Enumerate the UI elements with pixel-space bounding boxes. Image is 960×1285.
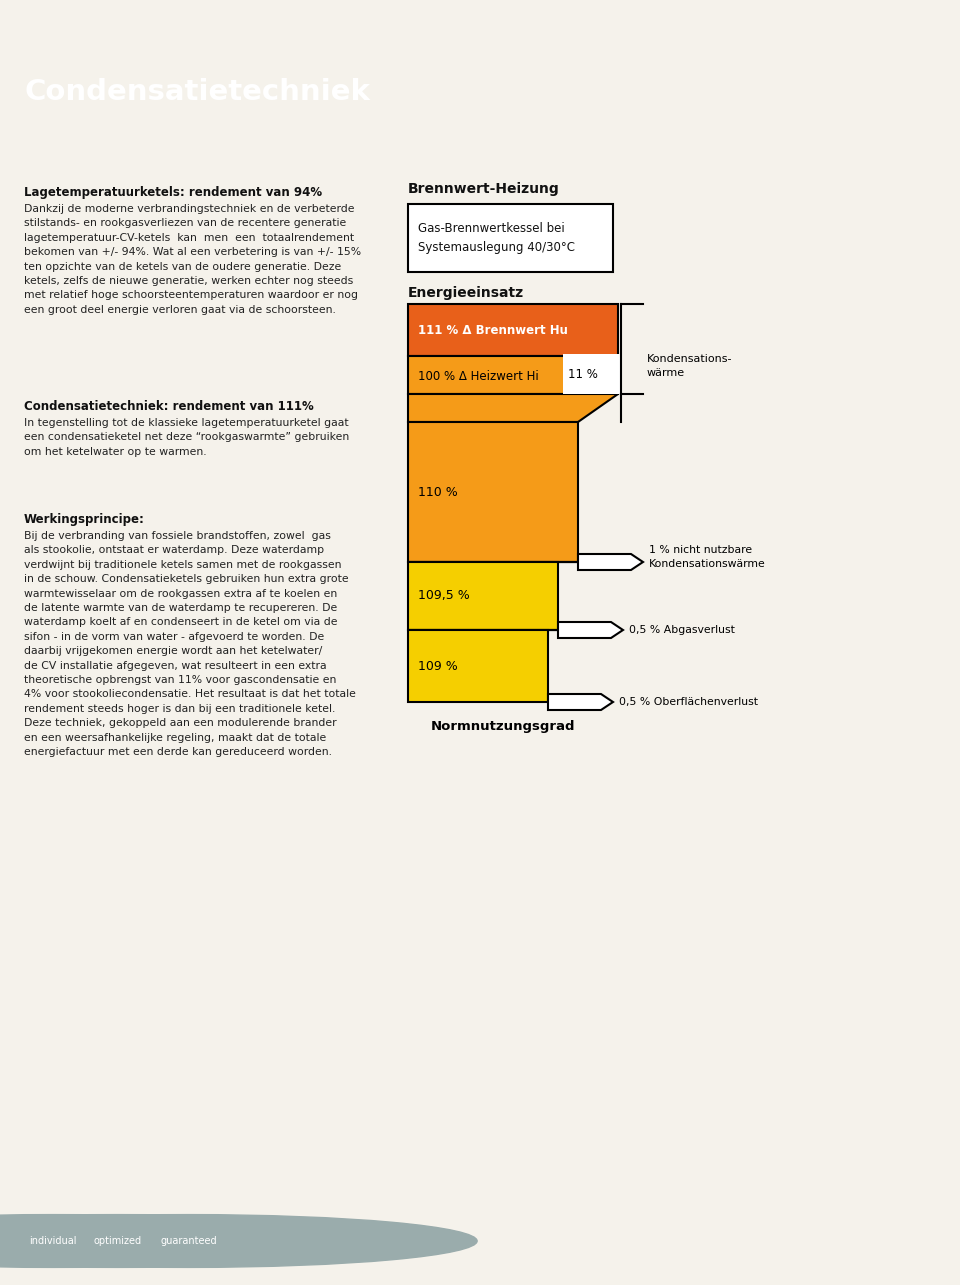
Text: guaranteed: guaranteed xyxy=(161,1236,217,1246)
Text: 1 % nicht nutzbare
Kondensationswärme: 1 % nicht nutzbare Kondensationswärme xyxy=(649,545,766,568)
Text: 111 % Δ Brennwert Hu: 111 % Δ Brennwert Hu xyxy=(418,324,568,337)
Polygon shape xyxy=(408,630,548,702)
Polygon shape xyxy=(578,554,643,571)
Circle shape xyxy=(0,1214,477,1267)
Text: Normnutzungsgrad: Normnutzungsgrad xyxy=(431,720,575,732)
Text: Bij de verbranding van fossiele brandstoffen, zowel  gas
als stookolie, ontstaat: Bij de verbranding van fossiele brandsto… xyxy=(24,531,356,757)
Polygon shape xyxy=(563,353,620,394)
Text: Dankzij de moderne verbrandingstechniek en de verbeterde
stilstands- en rookgasv: Dankzij de moderne verbrandingstechniek … xyxy=(24,204,361,315)
Text: 109,5 %: 109,5 % xyxy=(418,590,469,603)
Text: 100 % Δ Heizwert Hi: 100 % Δ Heizwert Hi xyxy=(418,370,539,383)
Polygon shape xyxy=(408,305,618,356)
Text: Brennwert-Heizung: Brennwert-Heizung xyxy=(408,182,560,197)
Text: 109 %: 109 % xyxy=(418,659,458,672)
Text: 0,5 % Abgasverlust: 0,5 % Abgasverlust xyxy=(629,625,734,635)
Text: Werkingsprincipe:: Werkingsprincipe: xyxy=(24,513,145,526)
Text: In tegenstelling tot de klassieke lagetemperatuurketel gaat
een condensatieketel: In tegenstelling tot de klassieke lagete… xyxy=(24,418,349,456)
Polygon shape xyxy=(408,421,578,562)
Text: Gas-Brennwertkessel bei
Systemauslegung 40/30°C: Gas-Brennwertkessel bei Systemauslegung … xyxy=(418,222,575,253)
Text: Condensatietechniek: Condensatietechniek xyxy=(24,78,370,105)
Text: 110 %: 110 % xyxy=(418,486,458,499)
Text: 0,5 % Oberflächenverlust: 0,5 % Oberflächenverlust xyxy=(619,696,758,707)
Polygon shape xyxy=(558,622,623,637)
Circle shape xyxy=(0,1214,405,1267)
Text: individual: individual xyxy=(29,1236,77,1246)
Polygon shape xyxy=(408,356,618,394)
Text: Condensatietechniek: rendement van 111%: Condensatietechniek: rendement van 111% xyxy=(24,400,314,412)
Polygon shape xyxy=(408,394,618,421)
Text: 11 %: 11 % xyxy=(568,368,598,380)
Polygon shape xyxy=(408,562,558,630)
Text: Energieeinsatz: Energieeinsatz xyxy=(408,287,524,299)
Polygon shape xyxy=(548,694,613,711)
Text: optimized: optimized xyxy=(93,1236,141,1246)
Text: Lagetemperatuurketels: rendement van 94%: Lagetemperatuurketels: rendement van 94% xyxy=(24,186,323,199)
Bar xyxy=(408,204,613,272)
Circle shape xyxy=(0,1214,341,1267)
Text: Kondensations-
wärme: Kondensations- wärme xyxy=(647,355,732,378)
